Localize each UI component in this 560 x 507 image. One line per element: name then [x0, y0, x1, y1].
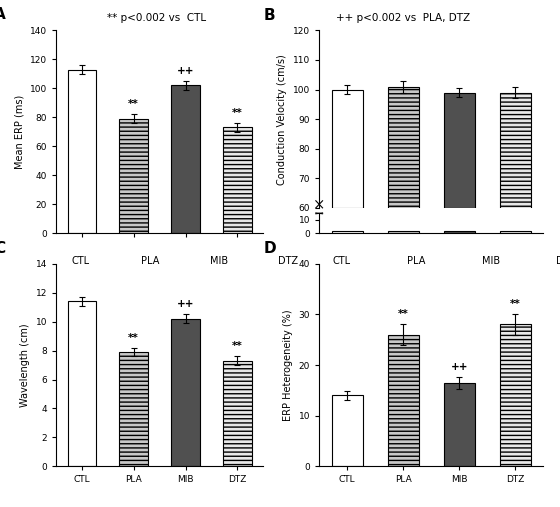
Text: **: **	[510, 299, 521, 309]
Bar	[444, 231, 474, 233]
Text: CTL: CTL	[72, 256, 90, 266]
Y-axis label: Wavelength (cm): Wavelength (cm)	[20, 323, 30, 407]
Bar	[119, 119, 148, 233]
Text: **: **	[128, 333, 139, 343]
Bar	[332, 231, 363, 233]
Bar	[444, 383, 474, 466]
Bar	[388, 87, 418, 208]
Text: ++: ++	[450, 361, 468, 372]
Bar	[332, 395, 363, 466]
Bar	[223, 360, 251, 466]
Text: ++: ++	[177, 299, 194, 309]
Text: B: B	[263, 8, 275, 23]
Text: MIB: MIB	[482, 256, 500, 266]
Bar	[388, 335, 418, 466]
Text: DTZ: DTZ	[278, 256, 298, 266]
Bar	[68, 69, 96, 233]
Y-axis label: Conduction Velocity (cm/s): Conduction Velocity (cm/s)	[277, 54, 287, 185]
Bar	[388, 231, 418, 233]
Text: A: A	[0, 7, 6, 22]
Bar	[500, 231, 530, 233]
Text: ++: ++	[177, 66, 194, 76]
Bar	[171, 86, 200, 233]
Text: **: **	[232, 341, 242, 351]
Text: ++ p<0.002 vs  PLA, DTZ: ++ p<0.002 vs PLA, DTZ	[336, 13, 470, 23]
Text: ** p<0.002 vs  CTL: ** p<0.002 vs CTL	[107, 13, 207, 23]
Text: DTZ: DTZ	[556, 256, 560, 266]
Text: D: D	[263, 240, 276, 256]
Text: CTL: CTL	[333, 256, 351, 266]
Bar	[500, 92, 530, 208]
Text: C: C	[0, 240, 5, 256]
Bar	[223, 127, 251, 233]
Bar	[500, 324, 530, 466]
Y-axis label: Mean ERP (ms): Mean ERP (ms)	[14, 95, 24, 169]
Text: **: **	[128, 99, 139, 110]
Bar	[68, 301, 96, 466]
Bar	[171, 319, 200, 466]
Bar	[444, 92, 474, 208]
Text: **: **	[232, 108, 242, 118]
Y-axis label: ERP Heterogeneity (%): ERP Heterogeneity (%)	[283, 309, 293, 421]
Text: **: **	[398, 309, 409, 319]
Bar	[332, 90, 363, 208]
Text: PLA: PLA	[407, 256, 426, 266]
Text: MIB: MIB	[210, 256, 228, 266]
Bar	[119, 352, 148, 466]
Text: PLA: PLA	[141, 256, 159, 266]
